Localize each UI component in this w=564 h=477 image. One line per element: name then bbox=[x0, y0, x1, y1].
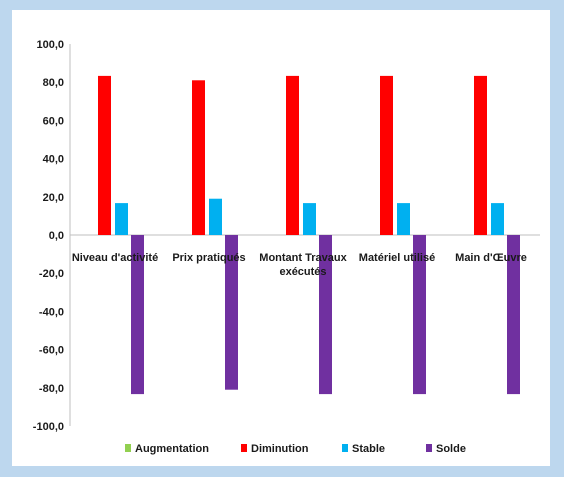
legend-swatch-augmentation bbox=[125, 444, 131, 452]
bar-diminution-5 bbox=[474, 75, 487, 235]
legend-swatch-stable bbox=[342, 444, 348, 452]
bar-solde-5 bbox=[507, 235, 520, 395]
bar-stable-1 bbox=[115, 203, 128, 235]
y-tick-label: -40,0 bbox=[39, 306, 64, 318]
legend-label: Solde bbox=[436, 443, 466, 455]
y-tick-label: -100,0 bbox=[33, 421, 64, 433]
category-label: Prix pratiqués bbox=[172, 252, 245, 264]
bar-diminution-2 bbox=[192, 80, 205, 235]
category-label: exécutés bbox=[279, 266, 326, 278]
bar-stable-4 bbox=[397, 203, 410, 235]
bar-stable-2 bbox=[209, 198, 222, 235]
category-labels: Niveau d'activité Prix pratiqués Montant T… bbox=[72, 252, 527, 278]
category-label: Matériel utilisé bbox=[359, 252, 435, 264]
y-tick-label: 80,0 bbox=[43, 77, 64, 89]
y-tick-label: -80,0 bbox=[39, 383, 64, 395]
y-tick-label: 20,0 bbox=[43, 192, 64, 204]
bar-solde-4 bbox=[413, 235, 426, 395]
legend-label: Augmentation bbox=[135, 443, 209, 455]
y-tick-label: 0,0 bbox=[49, 230, 64, 242]
category-label: Montant Travaux bbox=[259, 252, 347, 264]
bar-solde-3 bbox=[319, 235, 332, 395]
y-tick-label: -20,0 bbox=[39, 268, 64, 280]
y-tick-label: 40,0 bbox=[43, 154, 64, 166]
y-axis-ticks: 100,0 80,0 60,0 40,0 20,0 0,0 -20,0 -40,0 -60,0 -… bbox=[33, 39, 64, 433]
y-tick-label: 60,0 bbox=[43, 115, 64, 127]
legend-label: Diminution bbox=[251, 443, 309, 455]
legend: Augmentation Diminution Stable Solde bbox=[125, 443, 466, 455]
bar-solde-2 bbox=[225, 235, 238, 390]
bar-chart: 100,0 80,0 60,0 40,0 20,0 0,0 -20,0 -40,0 -60,0 -… bbox=[33, 39, 540, 455]
chart-frame: 100,0 80,0 60,0 40,0 20,0 0,0 -20,0 -40,0 -60,0 -… bbox=[12, 10, 550, 466]
y-tick-label: 100,0 bbox=[36, 39, 64, 51]
bar-diminution-4 bbox=[380, 75, 393, 235]
bar-stable-3 bbox=[303, 203, 316, 235]
bar-diminution-1 bbox=[98, 75, 111, 235]
y-tick-label: -60,0 bbox=[39, 345, 64, 357]
bar-solde-1 bbox=[131, 235, 144, 395]
bar-stable-5 bbox=[491, 203, 504, 235]
legend-swatch-diminution bbox=[241, 444, 247, 452]
legend-label: Stable bbox=[352, 443, 385, 455]
bars bbox=[98, 75, 520, 395]
legend-swatch-solde bbox=[426, 444, 432, 452]
category-label: Main d'Œuvre bbox=[455, 252, 527, 264]
category-label: Niveau d'activité bbox=[72, 252, 158, 264]
bar-diminution-3 bbox=[286, 75, 299, 235]
